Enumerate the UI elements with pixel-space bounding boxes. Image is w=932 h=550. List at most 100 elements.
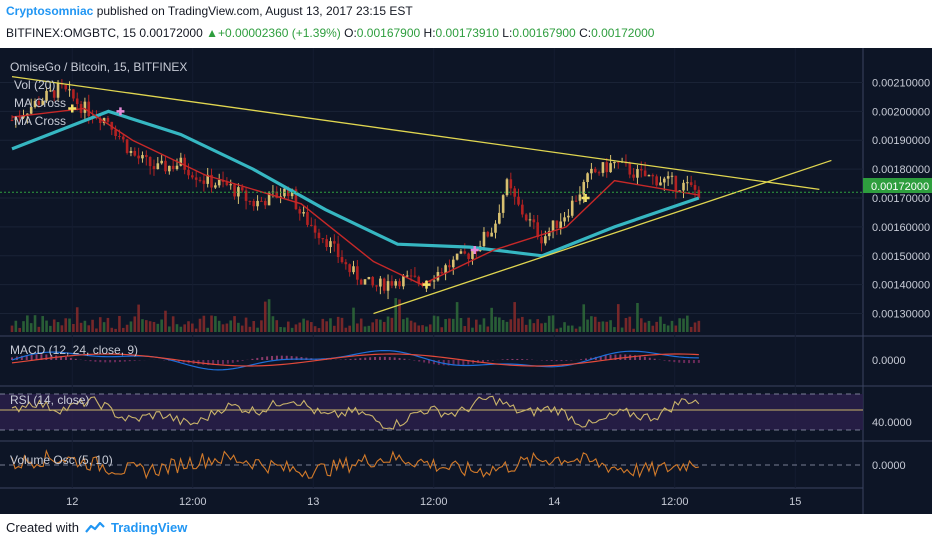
volume-bar <box>114 328 117 332</box>
candle-body <box>363 279 367 285</box>
candle-body <box>544 236 547 244</box>
candle-body <box>33 100 37 108</box>
candle-body <box>663 178 666 183</box>
volume-bar <box>613 327 616 332</box>
ma-fast-line[interactable] <box>11 107 699 286</box>
price-axis[interactable]: 0.00210000 0.00200000 0.00190000 0.00180000… <box>872 77 930 320</box>
volume-bar <box>344 327 348 332</box>
candle-body <box>206 174 209 184</box>
candle-body <box>659 182 662 186</box>
candle-body <box>95 117 98 119</box>
candle-body <box>674 175 678 191</box>
candle-body <box>298 209 302 214</box>
volume-bar <box>471 327 474 332</box>
candle-body <box>651 175 655 177</box>
study-ma-cross-1[interactable]: MA Cross <box>14 96 66 110</box>
author-name[interactable]: Cryptosomniac <box>6 4 94 18</box>
candle-body <box>64 84 68 90</box>
candle-body <box>501 195 505 213</box>
candle-body <box>145 155 148 157</box>
volume-bar <box>363 326 367 332</box>
volume-bar <box>655 321 658 332</box>
trendline-upper[interactable] <box>11 76 820 190</box>
macd-line[interactable] <box>11 349 699 371</box>
candle-body <box>597 172 601 174</box>
volume-bar <box>509 319 513 332</box>
trendline-lower[interactable] <box>373 159 832 315</box>
high-label: H: <box>423 26 436 40</box>
volume-bar <box>609 320 612 332</box>
volume-bar <box>221 324 225 332</box>
price-change: +0.00002360 (+1.39%) <box>218 26 341 40</box>
volume-bar <box>283 327 286 332</box>
volume-bar <box>697 320 701 332</box>
volume-bar <box>125 324 129 332</box>
volume-bar <box>121 327 125 332</box>
price-axis-label: 0.00160000 <box>872 222 930 234</box>
rsi-line[interactable] <box>11 395 700 430</box>
candle-body <box>371 277 374 286</box>
volume-bar <box>52 319 56 332</box>
volume-bar <box>371 322 374 332</box>
candle-body <box>686 182 689 184</box>
candle-body <box>102 118 106 124</box>
volume-bar <box>616 304 620 332</box>
candle-body <box>68 89 71 91</box>
high-value: 0.00173910 <box>435 26 499 40</box>
candle-body <box>198 179 202 181</box>
symbol-info: BITFINEX:OMGBTC, 15 0.00172000 ▲+0.00002… <box>6 26 654 40</box>
tradingview-brand[interactable]: TradingView <box>110 520 188 535</box>
candle-body <box>45 90 48 101</box>
candle-body <box>156 163 160 170</box>
volume-bar <box>670 320 674 332</box>
candles[interactable] <box>10 79 701 300</box>
time-axis-label: 13 <box>307 496 319 508</box>
time-axis-label: 12 <box>66 496 78 508</box>
volume-bar <box>72 323 75 332</box>
candle-body <box>513 188 516 197</box>
candle-body <box>191 175 194 178</box>
candle-body <box>183 157 186 170</box>
vosc-axis-label: 0.0000 <box>872 460 906 472</box>
study-ma-cross-2[interactable]: MA Cross <box>14 114 66 128</box>
volume-bar <box>440 327 444 332</box>
vosc-line[interactable] <box>11 449 699 480</box>
candle-body <box>125 139 129 153</box>
candle-body <box>444 265 447 274</box>
last-price: 0.00172000 <box>139 26 203 40</box>
close-value: 0.00172000 <box>591 26 655 40</box>
volume-bar <box>60 325 64 332</box>
macd-signal-line[interactable] <box>11 353 699 367</box>
candle-body <box>83 101 87 113</box>
chart-area[interactable]: OmiseGo / Bitcoin, 15, BITFINEX Vol (20)… <box>0 48 932 514</box>
candle-body <box>267 192 271 206</box>
volume-bar <box>329 318 332 332</box>
candle-body <box>352 266 355 273</box>
volume-bar <box>521 316 524 332</box>
volume-bar <box>202 315 206 332</box>
candle-body <box>570 200 574 216</box>
candle-body <box>10 120 14 121</box>
time-axis[interactable]: 12 12:00 13 12:00 14 12:00 15 <box>66 496 801 508</box>
volume-bar <box>187 321 190 332</box>
volume-bar <box>451 318 455 332</box>
volume-bar <box>478 324 482 332</box>
candle-body <box>137 155 140 159</box>
volume-bar <box>29 323 33 332</box>
candle-body <box>390 281 394 286</box>
volume-bar <box>290 327 294 332</box>
time-axis-label: 12:00 <box>420 496 448 508</box>
candle-body <box>141 155 144 159</box>
candle-body <box>382 278 386 291</box>
volume-bar <box>659 316 662 332</box>
candle-body <box>14 117 18 121</box>
volume-bar <box>628 316 632 332</box>
candle-body <box>356 266 359 280</box>
ma-slow-line[interactable] <box>11 109 700 258</box>
candle-body <box>398 281 401 287</box>
study-vol[interactable]: Vol (20) <box>14 78 55 92</box>
volume-bar <box>26 315 29 332</box>
volume-bar <box>666 325 670 332</box>
candle-body <box>87 101 91 116</box>
volume-bar <box>559 327 563 332</box>
